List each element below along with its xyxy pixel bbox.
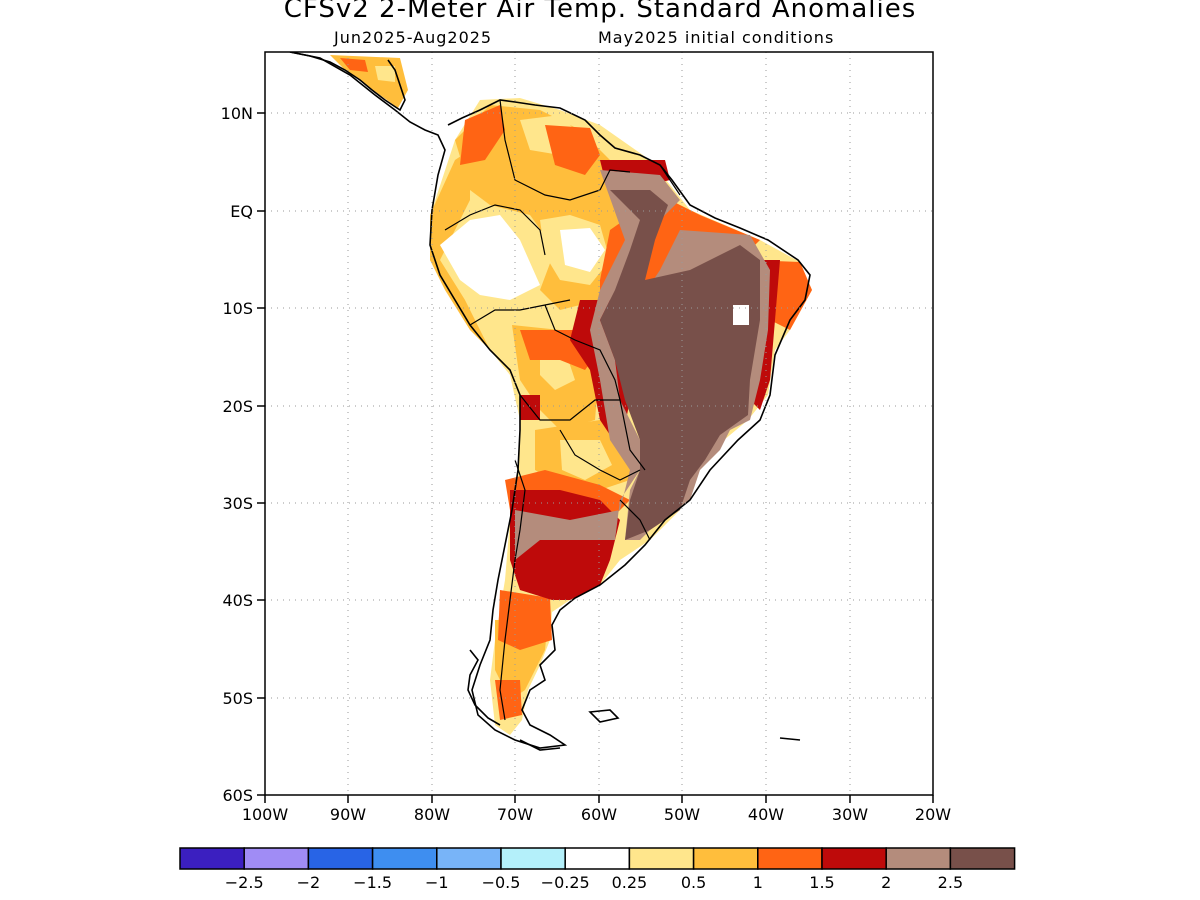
legend-swatch: [821, 847, 887, 870]
lon-tick-label: 20W: [915, 805, 951, 824]
legend-swatch: [757, 847, 823, 870]
legend-swatch: [564, 847, 631, 870]
legend-swatch: [307, 847, 374, 870]
lat-tick-label: 40S: [222, 591, 253, 610]
legend-label: 0.25: [612, 873, 648, 892]
legend-swatch: [692, 847, 759, 870]
legend-swatch: [949, 847, 1016, 870]
legend-label: −0.5: [482, 873, 521, 892]
legend-label: 2.5: [938, 873, 963, 892]
legend-label: −2: [297, 873, 321, 892]
lat-tick-label: 30S: [222, 494, 253, 513]
lat-tick-label: EQ: [230, 202, 253, 221]
legend-label: −1.5: [353, 873, 392, 892]
legend-swatch: [628, 847, 695, 870]
legend-label: −0.25: [541, 873, 590, 892]
legend-swatch: [500, 847, 566, 870]
legend-label: 0.5: [681, 873, 706, 892]
lat-tick-label: 20S: [222, 397, 253, 416]
lon-tick-label: 30W: [832, 805, 868, 824]
lat-tick-label: 10N: [221, 104, 253, 123]
legend-label: 2: [881, 873, 891, 892]
legend-label: 1: [753, 873, 763, 892]
legend-label: −2.5: [225, 873, 264, 892]
lat-tick-label: 10S: [222, 299, 253, 318]
chart-title: CFSv2 2-Meter Air Temp. Standard Anomali…: [283, 0, 917, 24]
lon-tick-label: 80W: [414, 805, 450, 824]
lat-tick-label: 50S: [222, 689, 253, 708]
lon-tick-label: 100W: [242, 805, 289, 824]
legend-swatch: [371, 847, 438, 870]
country-borders: [444, 99, 681, 721]
lon-tick-label: 50W: [664, 805, 700, 824]
legend-swatch: [885, 847, 952, 870]
lon-tick-label: 70W: [497, 805, 533, 824]
legend-label: −1: [425, 873, 449, 892]
legend-label: 1.5: [809, 873, 834, 892]
anomaly-brazil-core: [600, 190, 760, 540]
lon-tick-label: 40W: [748, 805, 784, 824]
coastlines: [289, 52, 811, 751]
legend-swatch: [436, 847, 502, 870]
legend-swatch: [243, 847, 310, 870]
lat-tick-label: 60S: [222, 786, 253, 805]
color-legend: −2.5 −2 −1.5 −1 −0.5 −0.25 0.25 0.5 1 1.5 2 2.5: [179, 847, 1016, 892]
lon-tick-label: 90W: [330, 805, 366, 824]
anomaly-central-america: [330, 55, 408, 108]
legend-swatch: [179, 847, 245, 870]
lon-tick-label: 60W: [581, 805, 617, 824]
initial-conditions: May2025 initial conditions: [598, 28, 835, 47]
forecast-period: Jun2025-Aug2025: [334, 28, 493, 47]
anomaly-shading: [330, 55, 812, 735]
